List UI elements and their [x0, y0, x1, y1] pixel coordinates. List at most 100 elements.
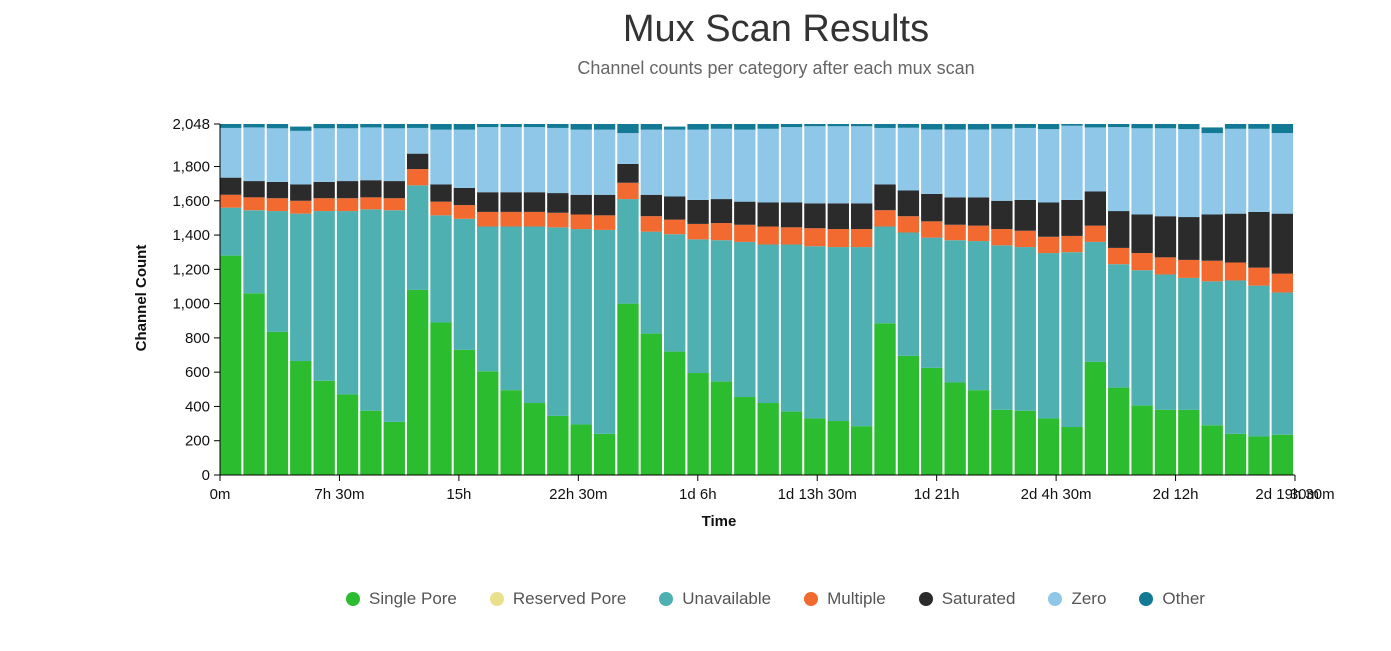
bar-segment-saturated[interactable]: [1271, 213, 1293, 274]
bar-segment-single-pore[interactable]: [617, 303, 639, 475]
bar-segment-unavailable[interactable]: [406, 185, 429, 290]
bar-stack[interactable]: [897, 124, 920, 475]
bar-segment-other[interactable]: [1178, 124, 1200, 130]
bar-segment-unavailable[interactable]: [266, 211, 289, 332]
bar-segment-multiple[interactable]: [336, 198, 359, 212]
bar-stack[interactable]: [617, 124, 639, 475]
bar-segment-zero[interactable]: [757, 128, 779, 203]
legend-item-saturated[interactable]: Saturated: [918, 589, 1015, 609]
bar-segment-saturated[interactable]: [640, 194, 663, 217]
bar-stack[interactable]: [780, 124, 803, 475]
bar-stack[interactable]: [1061, 124, 1083, 475]
bar-segment-zero[interactable]: [406, 127, 429, 154]
bar-stack[interactable]: [757, 124, 779, 475]
bar-segment-multiple[interactable]: [1271, 273, 1293, 293]
bar-segment-saturated[interactable]: [336, 181, 359, 199]
bar-segment-single-pore[interactable]: [921, 367, 943, 475]
bar-segment-multiple[interactable]: [360, 197, 382, 210]
bar-segment-single-pore[interactable]: [336, 394, 359, 475]
bar-segment-other[interactable]: [1084, 124, 1107, 128]
bar-segment-zero[interactable]: [710, 128, 733, 200]
bar-segment-unavailable[interactable]: [477, 226, 499, 372]
bar-segment-zero[interactable]: [1248, 128, 1270, 212]
bar-segment-multiple[interactable]: [967, 225, 990, 242]
bar-segment-unavailable[interactable]: [453, 218, 476, 350]
bar-segment-single-pore[interactable]: [944, 382, 966, 475]
legend-item-multiple[interactable]: Multiple: [804, 589, 886, 609]
bar-stack[interactable]: [944, 124, 966, 475]
bar-segment-single-pore[interactable]: [313, 380, 335, 475]
bar-segment-saturated[interactable]: [617, 163, 639, 183]
bar-segment-multiple[interactable]: [266, 198, 289, 212]
bar-stack[interactable]: [874, 124, 896, 475]
bar-segment-zero[interactable]: [921, 129, 943, 194]
bar-stack[interactable]: [1178, 124, 1200, 475]
bar-segment-multiple[interactable]: [1248, 267, 1270, 286]
bar-segment-other[interactable]: [664, 126, 686, 130]
bar-segment-zero[interactable]: [734, 129, 756, 202]
bar-segment-saturated[interactable]: [266, 181, 289, 199]
bar-stack[interactable]: [313, 124, 335, 475]
bar-stack[interactable]: [593, 124, 616, 475]
bar-segment-zero[interactable]: [523, 127, 546, 193]
bar-segment-saturated[interactable]: [1014, 199, 1036, 231]
bar-segment-saturated[interactable]: [430, 184, 452, 202]
bar-segment-unavailable[interactable]: [313, 211, 335, 381]
bar-segment-other[interactable]: [406, 124, 429, 128]
bar-segment-single-pore[interactable]: [780, 411, 803, 475]
bar-segment-other[interactable]: [290, 126, 312, 131]
bar-segment-zero[interactable]: [1131, 128, 1153, 215]
bar-segment-single-pore[interactable]: [243, 293, 265, 475]
bar-stack[interactable]: [477, 124, 499, 475]
bar-segment-unavailable[interactable]: [687, 239, 709, 374]
bar-segment-unavailable[interactable]: [1224, 280, 1247, 434]
bar-segment-zero[interactable]: [1061, 125, 1083, 200]
bar-segment-zero[interactable]: [1224, 128, 1247, 214]
bar-segment-unavailable[interactable]: [1037, 253, 1060, 419]
bar-stack[interactable]: [1248, 124, 1270, 475]
bar-stack[interactable]: [360, 124, 382, 475]
bar-segment-other[interactable]: [1061, 124, 1083, 126]
bar-segment-single-pore[interactable]: [687, 373, 709, 475]
bar-segment-unavailable[interactable]: [243, 210, 265, 294]
bar-segment-other[interactable]: [874, 124, 896, 128]
legend-item-reserved-pore[interactable]: Reserved Pore: [489, 589, 626, 609]
bar-segment-zero[interactable]: [336, 128, 359, 182]
bar-segment-unavailable[interactable]: [1084, 241, 1107, 362]
bar-stack[interactable]: [850, 124, 873, 475]
bar-segment-zero[interactable]: [804, 126, 826, 204]
bar-stack[interactable]: [921, 124, 943, 475]
bar-segment-zero[interactable]: [1178, 129, 1200, 218]
bar-segment-other[interactable]: [453, 124, 476, 130]
bar-segment-saturated[interactable]: [921, 193, 943, 222]
bar-segment-saturated[interactable]: [220, 177, 242, 195]
bar-segment-zero[interactable]: [1014, 127, 1036, 200]
bar-segment-unavailable[interactable]: [360, 209, 382, 411]
bar-segment-single-pore[interactable]: [1014, 410, 1036, 475]
bar-segment-unavailable[interactable]: [336, 211, 359, 395]
bar-segment-unavailable[interactable]: [430, 215, 452, 323]
bar-segment-other[interactable]: [593, 124, 616, 130]
bar-segment-unavailable[interactable]: [1248, 285, 1270, 437]
bar-segment-zero[interactable]: [780, 127, 803, 203]
bar-segment-unavailable[interactable]: [897, 232, 920, 356]
bar-segment-zero[interactable]: [617, 133, 639, 164]
bar-segment-zero[interactable]: [1108, 127, 1130, 212]
bar-segment-saturated[interactable]: [1248, 211, 1270, 268]
bar-segment-zero[interactable]: [1201, 133, 1223, 215]
bar-segment-multiple[interactable]: [1108, 247, 1130, 265]
bar-segment-multiple[interactable]: [477, 211, 499, 227]
bar-stack[interactable]: [664, 126, 686, 475]
bar-segment-single-pore[interactable]: [430, 322, 452, 475]
bar-segment-multiple[interactable]: [500, 211, 522, 227]
bar-segment-unavailable[interactable]: [290, 213, 312, 362]
bar-segment-saturated[interactable]: [874, 184, 896, 211]
bar-stack[interactable]: [453, 124, 476, 475]
bar-segment-multiple[interactable]: [780, 227, 803, 245]
bar-segment-saturated[interactable]: [570, 194, 592, 215]
bar-stack[interactable]: [687, 124, 709, 475]
bar-segment-saturated[interactable]: [1061, 199, 1083, 236]
bar-segment-unavailable[interactable]: [664, 234, 686, 352]
bar-segment-zero[interactable]: [874, 127, 896, 185]
bar-segment-zero[interactable]: [827, 126, 849, 204]
